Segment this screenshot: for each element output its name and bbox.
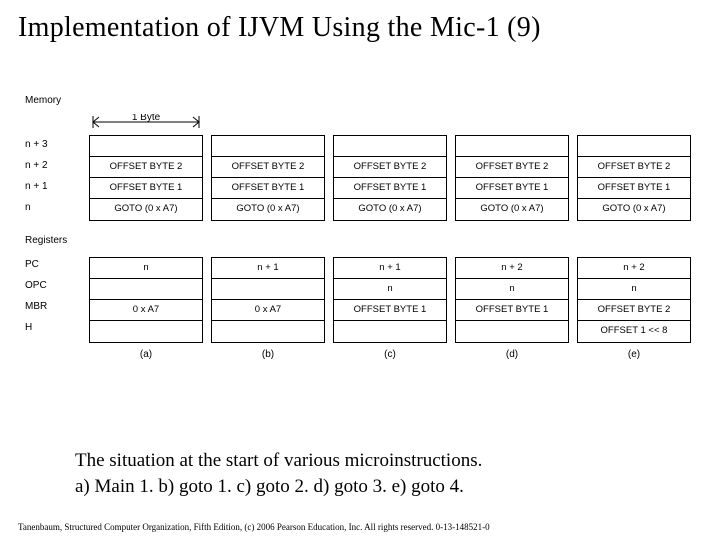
reg-cell: n bbox=[578, 279, 690, 300]
register-cells: n + 1 0 x A7 bbox=[211, 257, 325, 343]
reg-cell: n bbox=[456, 279, 568, 300]
mem-cell: GOTO (0 x A7) bbox=[334, 199, 446, 220]
column-label: (e) bbox=[577, 349, 691, 360]
column-d: OFFSET BYTE 2 OFFSET BYTE 1 GOTO (0 x A7… bbox=[455, 95, 569, 360]
reg-cell: OFFSET BYTE 1 bbox=[456, 300, 568, 321]
mem-cell bbox=[334, 136, 446, 157]
mem-cell: OFFSET BYTE 2 bbox=[578, 157, 690, 178]
memory-section-label: Memory bbox=[25, 95, 79, 106]
mem-cell: GOTO (0 x A7) bbox=[90, 199, 202, 220]
mem-cell: GOTO (0 x A7) bbox=[212, 199, 324, 220]
mem-cell bbox=[212, 136, 324, 157]
caption-line-2: a) Main 1. b) goto 1. c) goto 2. d) goto… bbox=[75, 474, 675, 500]
mem-row-label: n + 3 bbox=[25, 139, 79, 150]
reg-cell bbox=[212, 279, 324, 300]
reg-cell bbox=[334, 321, 446, 342]
slide-title: Implementation of IJVM Using the Mic-1 (… bbox=[0, 0, 720, 44]
mem-row-label: n + 1 bbox=[25, 181, 79, 192]
reg-row-label: OPC bbox=[25, 280, 79, 291]
reg-cell: n + 1 bbox=[334, 258, 446, 279]
memory-cells: OFFSET BYTE 2 OFFSET BYTE 1 GOTO (0 x A7… bbox=[211, 135, 325, 221]
reg-cell bbox=[90, 321, 202, 342]
reg-cell bbox=[90, 279, 202, 300]
mem-cell: OFFSET BYTE 2 bbox=[334, 157, 446, 178]
column-label: (d) bbox=[455, 349, 569, 360]
reg-cell: n + 1 bbox=[212, 258, 324, 279]
column-label: (a) bbox=[89, 349, 203, 360]
caption-line-1: The situation at the start of various mi… bbox=[75, 448, 675, 474]
mem-cell: OFFSET BYTE 1 bbox=[90, 178, 202, 199]
reg-row-label: H bbox=[25, 322, 79, 333]
mem-cell: OFFSET BYTE 1 bbox=[212, 178, 324, 199]
reg-cell: OFFSET 1 << 8 bbox=[578, 321, 690, 342]
mem-row-label: n bbox=[25, 202, 79, 213]
register-cells: n + 1 n OFFSET BYTE 1 bbox=[333, 257, 447, 343]
mem-cell: OFFSET BYTE 2 bbox=[456, 157, 568, 178]
register-cells: n 0 x A7 bbox=[89, 257, 203, 343]
copyright-footer: Tanenbaum, Structured Computer Organizat… bbox=[18, 522, 490, 532]
reg-cell: OFFSET BYTE 1 bbox=[334, 300, 446, 321]
reg-cell: 0 x A7 bbox=[90, 300, 202, 321]
caption: The situation at the start of various mi… bbox=[75, 448, 675, 499]
column-label: (b) bbox=[211, 349, 325, 360]
reg-cell bbox=[212, 321, 324, 342]
mem-cell bbox=[456, 136, 568, 157]
mem-cell: OFFSET BYTE 2 bbox=[90, 157, 202, 178]
memory-cells: OFFSET BYTE 2 OFFSET BYTE 1 GOTO (0 x A7… bbox=[333, 135, 447, 221]
register-cells: n + 2 n OFFSET BYTE 1 bbox=[455, 257, 569, 343]
column-e: OFFSET BYTE 2 OFFSET BYTE 1 GOTO (0 x A7… bbox=[577, 95, 691, 360]
mem-cell: OFFSET BYTE 1 bbox=[456, 178, 568, 199]
reg-cell: OFFSET BYTE 2 bbox=[578, 300, 690, 321]
column-a: OFFSET BYTE 2 OFFSET BYTE 1 GOTO (0 x A7… bbox=[89, 95, 203, 360]
reg-cell: n bbox=[334, 279, 446, 300]
memory-cells: OFFSET BYTE 2 OFFSET BYTE 1 GOTO (0 x A7… bbox=[577, 135, 691, 221]
columns: OFFSET BYTE 2 OFFSET BYTE 1 GOTO (0 x A7… bbox=[89, 95, 691, 360]
reg-cell: n + 2 bbox=[456, 258, 568, 279]
reg-cell: n bbox=[90, 258, 202, 279]
mem-cell bbox=[578, 136, 690, 157]
mem-cell bbox=[90, 136, 202, 157]
register-cells: n + 2 n OFFSET BYTE 2 OFFSET 1 << 8 bbox=[577, 257, 691, 343]
reg-cell bbox=[456, 321, 568, 342]
reg-cell: 0 x A7 bbox=[212, 300, 324, 321]
column-label: (c) bbox=[333, 349, 447, 360]
reg-row-label: PC bbox=[25, 259, 79, 270]
column-c: OFFSET BYTE 2 OFFSET BYTE 1 GOTO (0 x A7… bbox=[333, 95, 447, 360]
mem-cell: OFFSET BYTE 1 bbox=[578, 178, 690, 199]
reg-row-label: MBR bbox=[25, 301, 79, 312]
column-b: OFFSET BYTE 2 OFFSET BYTE 1 GOTO (0 x A7… bbox=[211, 95, 325, 360]
memory-cells: OFFSET BYTE 2 OFFSET BYTE 1 GOTO (0 x A7… bbox=[455, 135, 569, 221]
memory-cells: OFFSET BYTE 2 OFFSET BYTE 1 GOTO (0 x A7… bbox=[89, 135, 203, 221]
mem-cell: GOTO (0 x A7) bbox=[456, 199, 568, 220]
registers-section-label: Registers bbox=[25, 235, 79, 246]
mem-row-label: n + 2 bbox=[25, 160, 79, 171]
mem-cell: GOTO (0 x A7) bbox=[578, 199, 690, 220]
mem-cell: OFFSET BYTE 2 bbox=[212, 157, 324, 178]
reg-cell: n + 2 bbox=[578, 258, 690, 279]
mem-cell: OFFSET BYTE 1 bbox=[334, 178, 446, 199]
